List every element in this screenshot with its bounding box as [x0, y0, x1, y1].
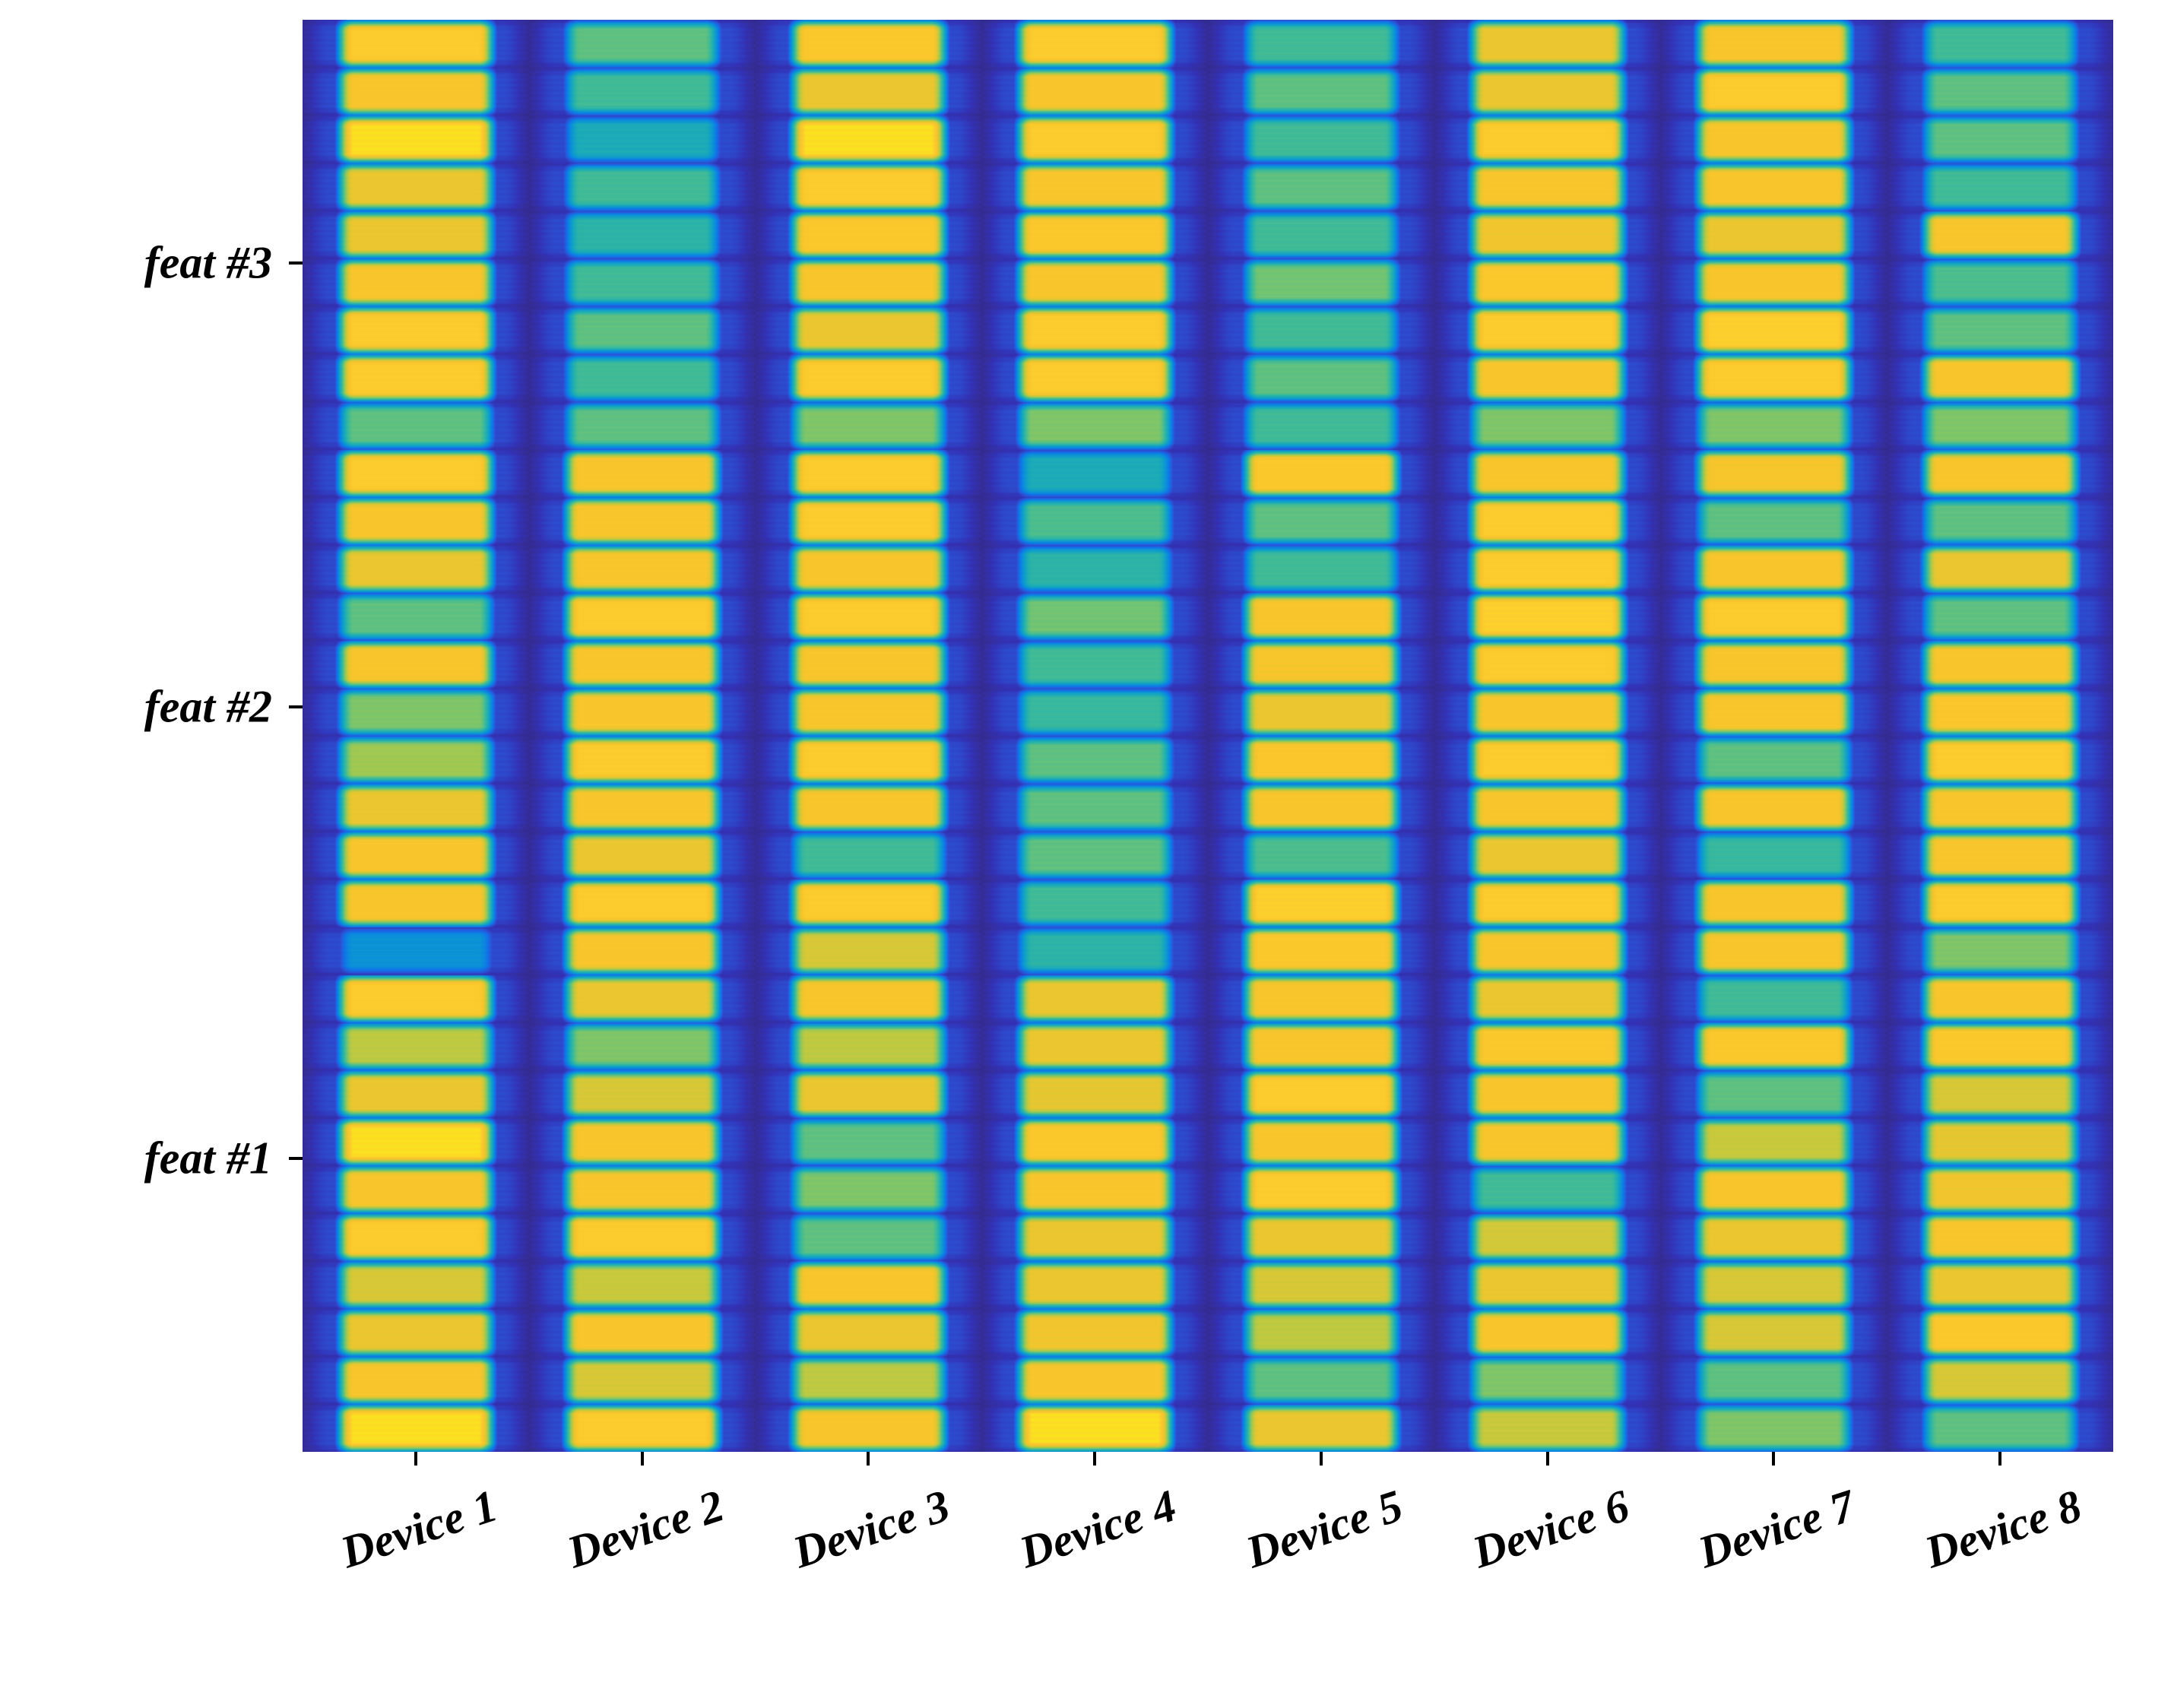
y-axis-label: feat #3: [144, 237, 303, 290]
x-axis-label: Device 1: [328, 1459, 503, 1580]
x-tick-mark: [1998, 1452, 2001, 1466]
x-tick-mark: [1772, 1452, 1775, 1466]
x-axis-label: Device 4: [1007, 1459, 1183, 1580]
x-axis-label: Device 6: [1459, 1459, 1635, 1580]
heatmap-plot-area: feat #1feat #2feat #3Device 1Device 2Dev…: [303, 20, 2113, 1452]
x-axis-label: Device 2: [554, 1459, 730, 1580]
x-axis-label: Device 3: [781, 1459, 956, 1580]
x-axis-label: Device 5: [1233, 1459, 1409, 1580]
x-tick-mark: [1093, 1452, 1096, 1466]
x-tick-mark: [1320, 1452, 1323, 1466]
x-tick-mark: [414, 1452, 417, 1466]
x-tick-mark: [867, 1452, 870, 1466]
heatmap-canvas: [303, 20, 2113, 1452]
x-tick-mark: [1546, 1452, 1549, 1466]
x-axis-label: Device 7: [1686, 1459, 1862, 1580]
y-axis-label: feat #1: [144, 1132, 303, 1184]
x-tick-mark: [641, 1452, 644, 1466]
y-axis-label: feat #2: [144, 681, 303, 734]
x-axis-label: Device 8: [1913, 1459, 2088, 1580]
